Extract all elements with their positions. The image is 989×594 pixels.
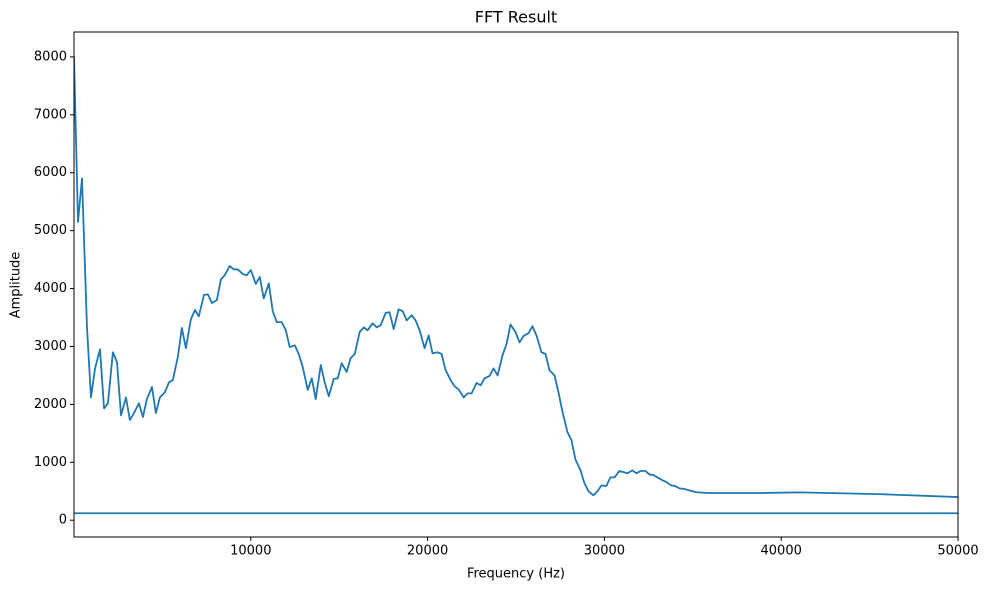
data-line bbox=[74, 56, 958, 498]
x-tick-label: 30000 bbox=[584, 544, 625, 559]
y-tick-label: 7000 bbox=[34, 107, 67, 122]
y-tick-label: 0 bbox=[59, 513, 67, 528]
x-tick-label: 20000 bbox=[407, 544, 448, 559]
y-tick-label: 8000 bbox=[34, 49, 67, 64]
x-axis-label: Frequency (Hz) bbox=[467, 567, 565, 582]
y-tick-label: 4000 bbox=[34, 281, 67, 296]
x-tick-label: 10000 bbox=[230, 544, 271, 559]
chart-title: FFT Result bbox=[475, 8, 557, 27]
x-tick-label: 50000 bbox=[937, 544, 978, 559]
y-tick-label: 2000 bbox=[34, 397, 67, 412]
y-tick-label: 6000 bbox=[34, 165, 67, 180]
plot-frame bbox=[73, 31, 959, 538]
y-tick-label: 1000 bbox=[34, 455, 67, 470]
y-axis-label: Amplitude bbox=[9, 252, 24, 319]
y-tick-label: 5000 bbox=[34, 223, 67, 238]
y-tick-label: 3000 bbox=[34, 339, 67, 354]
x-tick-label: 40000 bbox=[761, 544, 802, 559]
